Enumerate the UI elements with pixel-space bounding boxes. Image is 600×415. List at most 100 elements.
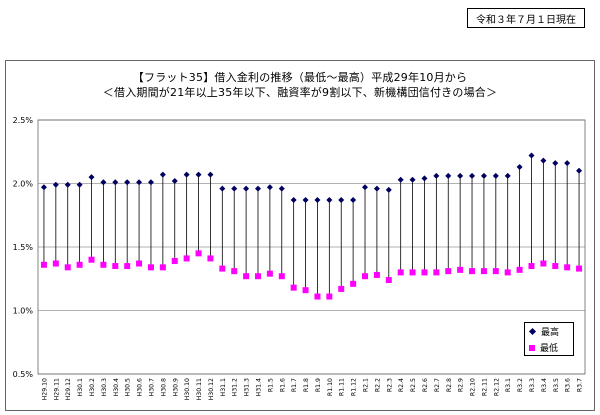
x-tick-label: H30.5 — [125, 378, 132, 396]
min-point — [445, 268, 452, 275]
x-tick-label: R2.12 — [493, 378, 500, 396]
max-point — [100, 179, 107, 186]
min-point — [52, 260, 59, 267]
x-tick-label: R2.5 — [410, 378, 417, 392]
max-point — [40, 184, 47, 191]
min-point — [100, 261, 107, 268]
min-point — [171, 257, 178, 264]
max-point — [397, 176, 404, 183]
x-tick-label: R3.3 — [529, 378, 536, 392]
x-tick-label: R1.11 — [339, 378, 346, 396]
min-point — [576, 265, 583, 272]
x-tick-label: R2.7 — [434, 378, 441, 392]
min-point — [469, 268, 476, 275]
x-tick-label: H30.6 — [137, 378, 144, 396]
x-tick-label: H29.11 — [53, 378, 60, 400]
min-point — [266, 270, 273, 277]
date-label: 令和３年７月１日現在 — [467, 8, 585, 28]
x-tick-label: H31.1 — [220, 378, 227, 396]
min-point — [231, 268, 238, 275]
x-tick-label: H30.9 — [172, 378, 179, 396]
min-point — [76, 261, 83, 268]
x-tick-label: R1.12 — [351, 378, 358, 396]
y-tick-label: 2.0% — [13, 180, 34, 189]
min-point — [88, 256, 95, 263]
x-tick-label: R2.10 — [470, 378, 477, 396]
min-point — [385, 277, 392, 284]
max-point — [409, 176, 416, 183]
max-point — [540, 157, 547, 164]
max-point — [326, 197, 333, 204]
legend-item-max: 最高 — [525, 324, 573, 339]
max-point — [314, 197, 321, 204]
min-point — [421, 269, 428, 276]
x-tick-label: H31.4 — [255, 378, 262, 396]
max-point — [516, 163, 523, 170]
max-point — [147, 179, 154, 186]
x-tick-label: H30.3 — [101, 378, 108, 396]
x-tick-label: R3.1 — [505, 378, 512, 392]
min-point — [40, 261, 47, 268]
max-point — [171, 177, 178, 184]
max-point — [350, 197, 357, 204]
max-point — [362, 184, 369, 191]
max-point — [445, 172, 452, 179]
min-point — [492, 268, 499, 275]
legend-item-min: 最低 — [525, 340, 573, 355]
min-point — [112, 263, 119, 270]
x-tick-label: H29.10 — [41, 378, 48, 400]
max-point — [183, 171, 190, 178]
x-tick-label: R2.1 — [363, 378, 370, 392]
max-point — [492, 172, 499, 179]
max-point — [266, 184, 273, 191]
legend-label-max: 最高 — [541, 328, 560, 338]
min-point — [207, 255, 214, 262]
max-point — [159, 171, 166, 178]
max-point — [290, 197, 297, 204]
max-point — [112, 179, 119, 186]
min-point — [516, 266, 523, 273]
min-point — [302, 287, 309, 294]
min-point — [219, 265, 226, 272]
x-tick-label: H30.1 — [77, 378, 84, 396]
x-tick-label: R1.9 — [315, 378, 322, 392]
y-tick-label: 0.5% — [13, 370, 34, 379]
diamond-marker-icon — [528, 327, 537, 336]
x-tick-label: R2.4 — [398, 378, 405, 392]
x-tick-label: R3.7 — [577, 378, 584, 392]
y-tick-label: 1.0% — [13, 307, 34, 316]
min-point — [552, 263, 559, 270]
max-point — [278, 185, 285, 192]
chart-frame — [5, 60, 595, 411]
x-tick-label: R2.6 — [422, 378, 429, 392]
min-point — [564, 264, 571, 271]
x-tick-label: R3.4 — [541, 378, 548, 392]
min-point — [373, 271, 380, 278]
min-point — [409, 269, 416, 276]
min-point — [504, 269, 511, 276]
min-point — [480, 268, 487, 275]
min-point — [136, 260, 143, 267]
x-tick-label: R3.6 — [565, 378, 572, 392]
x-tick-label: R2.3 — [386, 378, 393, 392]
max-point — [64, 181, 71, 188]
max-point — [231, 185, 238, 192]
x-tick-label: R1.6 — [279, 378, 286, 392]
min-point — [528, 263, 535, 270]
x-tick-label: H30.12 — [208, 378, 215, 400]
min-point — [147, 264, 154, 271]
max-point — [457, 172, 464, 179]
x-tick-label: R1.10 — [327, 378, 334, 396]
x-tick-label: H30.11 — [196, 378, 203, 400]
x-tick-label: R1.5 — [267, 378, 274, 392]
min-point — [183, 255, 190, 262]
max-point — [207, 171, 214, 178]
x-tick-label: R1.8 — [303, 378, 310, 392]
max-point — [219, 185, 226, 192]
min-point — [124, 263, 131, 270]
min-point — [278, 273, 285, 280]
x-tick-label: R2.9 — [458, 378, 465, 392]
max-point — [528, 152, 535, 159]
max-point — [385, 186, 392, 193]
